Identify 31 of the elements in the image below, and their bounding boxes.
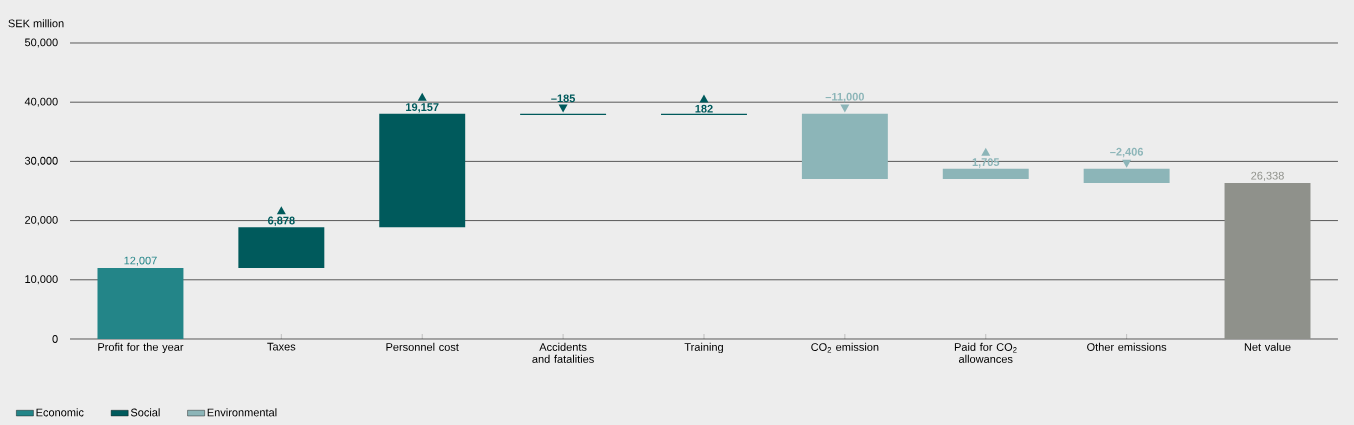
data-label: 26,338: [1251, 171, 1284, 181]
data-label: 182: [695, 104, 713, 113]
data-label: –11,000: [825, 92, 864, 103]
bar: [1224, 183, 1311, 339]
legend-label: Social: [130, 408, 160, 417]
y-tick-label: 20,000: [25, 216, 58, 226]
x-tick-label: Paid for CO$_{2}$ allowances: [954, 342, 1017, 363]
data-label: 19,157: [406, 103, 439, 113]
bar: [97, 267, 184, 339]
x-tick-label: Profit for the year: [98, 342, 184, 354]
bar: [379, 113, 466, 228]
legend-label: Economic: [36, 408, 84, 417]
bar: [942, 168, 1029, 179]
bar: [238, 227, 325, 268]
data-label: –185: [551, 94, 576, 103]
x-tick-label: Personnel cost: [386, 342, 459, 351]
y-tick-label: 10,000: [25, 275, 58, 285]
y-tick-label: 0: [52, 335, 58, 343]
data-label: 12,007: [124, 256, 157, 266]
y-tick-label: 30,000: [24, 156, 58, 166]
x-tick-label: Accidents and fatalities: [532, 342, 594, 363]
x-tick-label: Taxes: [267, 342, 296, 351]
x-tick-label: Net value: [1244, 342, 1291, 351]
y-tick-label: 50,000: [24, 38, 58, 48]
data-label: –2,406: [1110, 147, 1144, 158]
y-axis-title: SEK million: [8, 19, 64, 28]
x-tick-label: Training: [684, 342, 723, 354]
x-tick-label: Other emissions: [1087, 342, 1167, 351]
legend-label: Environmental: [207, 408, 277, 417]
x-tick-label: CO$_{2}$ emission: [811, 342, 879, 353]
y-tick-label: 40,000: [24, 97, 58, 107]
